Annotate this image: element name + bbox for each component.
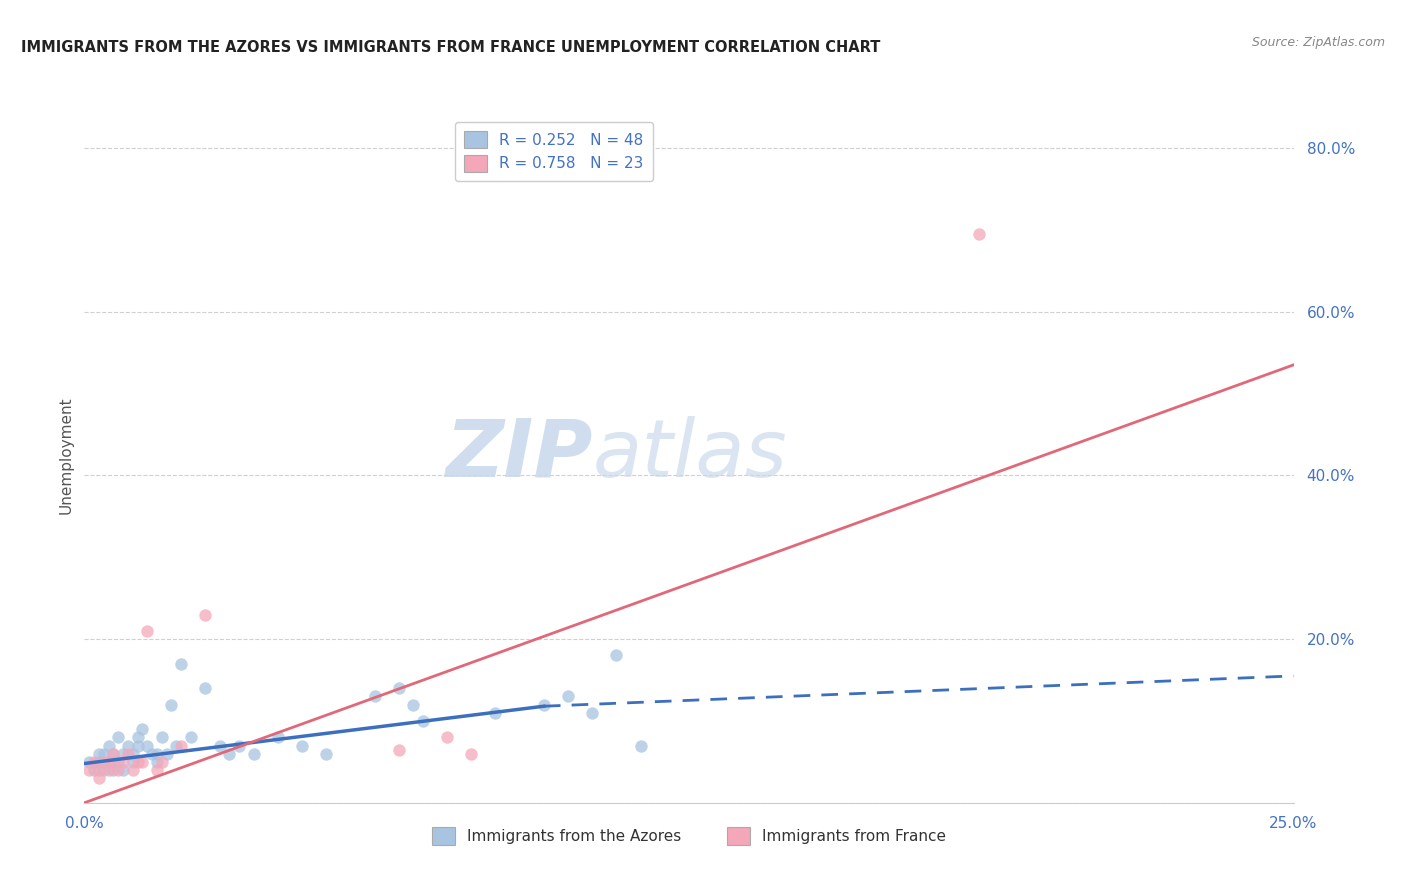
Point xyxy=(121,755,143,769)
Point xyxy=(484,706,506,720)
Point xyxy=(103,755,125,769)
Point xyxy=(388,681,411,696)
Point xyxy=(77,763,100,777)
Point xyxy=(146,755,169,769)
Point xyxy=(180,731,202,745)
Y-axis label: Unemployment: Unemployment xyxy=(58,396,73,514)
Point xyxy=(150,731,173,745)
Point xyxy=(83,755,105,769)
Text: atlas: atlas xyxy=(592,416,787,494)
Text: ZIP: ZIP xyxy=(444,416,592,494)
Point xyxy=(93,763,115,777)
Point xyxy=(412,714,434,728)
Legend: Immigrants from the Azores, Immigrants from France: Immigrants from the Azores, Immigrants f… xyxy=(426,821,952,851)
Point xyxy=(103,747,125,761)
Point xyxy=(460,747,482,761)
Point xyxy=(97,739,120,753)
Point xyxy=(97,763,120,777)
Point xyxy=(170,739,193,753)
Point xyxy=(77,755,100,769)
Point xyxy=(165,739,187,753)
Point xyxy=(136,739,159,753)
Point xyxy=(87,747,110,761)
Point xyxy=(83,763,105,777)
Point xyxy=(107,763,129,777)
Point xyxy=(93,755,115,769)
Point xyxy=(107,731,129,745)
Point xyxy=(291,739,314,753)
Point xyxy=(581,706,603,720)
Point xyxy=(131,755,153,769)
Point xyxy=(363,690,385,704)
Point xyxy=(131,722,153,736)
Point xyxy=(112,747,135,761)
Point xyxy=(557,690,579,704)
Point xyxy=(107,755,129,769)
Point xyxy=(121,763,143,777)
Point xyxy=(117,747,139,761)
Point xyxy=(155,747,177,761)
Point xyxy=(388,742,411,756)
Point xyxy=(127,755,149,769)
Point xyxy=(103,747,125,761)
Point xyxy=(967,227,990,241)
Point xyxy=(87,763,110,777)
Point xyxy=(121,747,143,761)
Point xyxy=(402,698,425,712)
Point xyxy=(93,747,115,761)
Point xyxy=(112,755,135,769)
Point xyxy=(267,731,290,745)
Point xyxy=(127,731,149,745)
Point xyxy=(605,648,627,663)
Point xyxy=(141,747,163,761)
Point xyxy=(315,747,337,761)
Point xyxy=(150,755,173,769)
Point xyxy=(533,698,555,712)
Point xyxy=(87,771,110,785)
Point xyxy=(160,698,183,712)
Point xyxy=(117,739,139,753)
Point xyxy=(170,657,193,671)
Point xyxy=(136,624,159,638)
Point xyxy=(146,763,169,777)
Point xyxy=(112,763,135,777)
Point xyxy=(146,747,169,761)
Point xyxy=(87,755,110,769)
Text: IMMIGRANTS FROM THE AZORES VS IMMIGRANTS FROM FRANCE UNEMPLOYMENT CORRELATION CH: IMMIGRANTS FROM THE AZORES VS IMMIGRANTS… xyxy=(21,40,880,55)
Text: Source: ZipAtlas.com: Source: ZipAtlas.com xyxy=(1251,36,1385,49)
Point xyxy=(630,739,652,753)
Point xyxy=(194,607,217,622)
Point xyxy=(103,763,125,777)
Point xyxy=(97,755,120,769)
Point xyxy=(127,739,149,753)
Point xyxy=(194,681,217,696)
Point xyxy=(208,739,231,753)
Point xyxy=(228,739,250,753)
Point xyxy=(218,747,240,761)
Point xyxy=(436,731,458,745)
Point xyxy=(242,747,264,761)
